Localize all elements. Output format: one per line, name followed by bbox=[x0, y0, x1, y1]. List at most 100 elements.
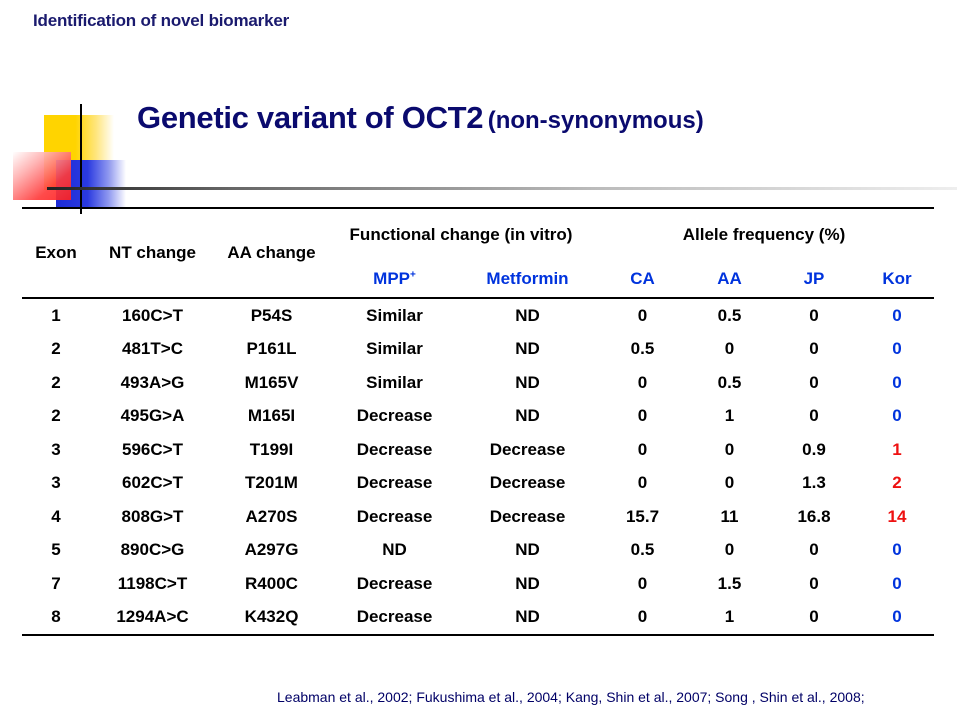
cell-ca: 15.7 bbox=[625, 506, 660, 526]
cell-mpp: Decrease bbox=[356, 406, 433, 426]
variant-table: Exon NT change AA change Functional chan… bbox=[22, 207, 934, 636]
cell-aa: 0 bbox=[724, 439, 735, 459]
cell-metformin: Decrease bbox=[489, 506, 566, 526]
cell-jp: 16.8 bbox=[797, 506, 831, 526]
cell-kor: 0 bbox=[892, 372, 902, 392]
cell-nt-change: 808G>T bbox=[121, 506, 184, 526]
header-functional-change: Functional change (in vitro) bbox=[349, 225, 573, 244]
cell-aa: 1.5 bbox=[717, 573, 742, 593]
cell-aa-change: T199I bbox=[249, 439, 294, 459]
cell-aa: 0 bbox=[724, 540, 735, 560]
cell-kor: 0 bbox=[892, 540, 902, 560]
table-row: 4 808G>T A270S Decrease Decrease 15.7 11 16.8 14 bbox=[22, 500, 934, 534]
cell-mpp: Similar bbox=[366, 339, 423, 359]
cell-kor: 1 bbox=[892, 439, 902, 459]
header-mpp: MPP+ bbox=[328, 261, 461, 298]
cell-aa-change: A270S bbox=[245, 506, 298, 526]
cell-nt-change: 1294A>C bbox=[116, 607, 189, 627]
cell-aa-change: P54S bbox=[250, 305, 293, 325]
header-aa-change: AA change bbox=[227, 243, 316, 262]
cell-exon: 7 bbox=[51, 573, 61, 593]
cell-ca: 0 bbox=[637, 573, 648, 593]
header-mpp-superscript: + bbox=[410, 269, 416, 281]
cell-jp: 0 bbox=[809, 406, 819, 426]
cell-ca: 0 bbox=[637, 439, 648, 459]
cell-metformin: ND bbox=[515, 607, 540, 627]
cell-exon: 3 bbox=[51, 439, 61, 459]
cell-metformin: Decrease bbox=[489, 439, 566, 459]
cell-ca: 0 bbox=[637, 607, 648, 627]
cell-jp: 0 bbox=[809, 607, 819, 627]
cell-nt-change: 1198C>T bbox=[117, 573, 188, 593]
cell-mpp: Decrease bbox=[356, 573, 433, 593]
table-row: 2 481T>C P161L Similar ND 0.5 0 0 0 bbox=[22, 333, 934, 367]
cell-ca: 0.5 bbox=[630, 540, 655, 560]
header-nt-change: NT change bbox=[109, 243, 196, 262]
table-row: 7 1198C>T R400C Decrease ND 0 1.5 0 0 bbox=[22, 567, 934, 601]
decorative-vertical-line bbox=[80, 104, 82, 214]
cell-jp: 0 bbox=[809, 339, 819, 359]
cell-exon: 8 bbox=[51, 607, 61, 627]
cell-aa-change: T201M bbox=[245, 473, 298, 493]
cell-exon: 2 bbox=[51, 372, 61, 392]
cell-aa: 1 bbox=[724, 607, 735, 627]
cell-kor: 14 bbox=[887, 506, 907, 526]
cell-kor: 2 bbox=[892, 473, 902, 493]
cell-metformin: ND bbox=[515, 573, 540, 593]
cell-exon: 3 bbox=[51, 473, 61, 493]
table-row: 3 602C>T T201M Decrease Decrease 0 0 1.3 2 bbox=[22, 467, 934, 501]
cell-kor: 0 bbox=[892, 339, 902, 359]
cell-nt-change: 596C>T bbox=[122, 439, 183, 459]
cell-jp: 1.3 bbox=[802, 473, 826, 493]
cell-kor: 0 bbox=[892, 607, 902, 627]
cell-metformin: Decrease bbox=[489, 473, 566, 493]
cell-kor: 0 bbox=[892, 406, 902, 426]
table-row: 2 495G>A M165I Decrease ND 0 1 0 0 bbox=[22, 400, 934, 434]
cell-mpp: ND bbox=[382, 540, 407, 560]
cell-kor: 0 bbox=[892, 573, 902, 593]
cell-ca: 0 bbox=[637, 473, 648, 493]
slide-title-sub: (non-synonymous) bbox=[487, 107, 704, 134]
cell-nt-change: 602C>T bbox=[122, 473, 183, 493]
cell-aa-change: K432Q bbox=[244, 607, 299, 627]
cell-mpp: Decrease bbox=[356, 473, 433, 493]
cell-ca: 0.5 bbox=[630, 339, 655, 359]
cell-nt-change: 481T>C bbox=[122, 339, 183, 359]
cell-exon: 2 bbox=[51, 406, 61, 426]
cell-kor: 0 bbox=[892, 305, 902, 325]
header-aa: AA bbox=[717, 269, 742, 288]
header-kor: Kor bbox=[882, 269, 912, 288]
cell-metformin: ND bbox=[515, 305, 540, 325]
cell-aa-change: P161L bbox=[246, 339, 297, 359]
citation: Leabman et al., 2002; Fukushima et al., … bbox=[277, 689, 865, 705]
cell-mpp: Decrease bbox=[356, 607, 433, 627]
cell-exon: 1 bbox=[51, 305, 61, 325]
cell-aa: 0 bbox=[724, 473, 735, 493]
cell-jp: 0.9 bbox=[802, 439, 826, 459]
cell-metformin: ND bbox=[515, 540, 540, 560]
table-row: 2 493A>G M165V Similar ND 0 0.5 0 0 bbox=[22, 366, 934, 400]
cell-exon: 2 bbox=[51, 339, 61, 359]
title-underline bbox=[47, 187, 957, 190]
cell-aa: 1 bbox=[724, 406, 735, 426]
cell-aa: 0.5 bbox=[717, 372, 742, 392]
cell-metformin: ND bbox=[515, 339, 540, 359]
cell-mpp: Similar bbox=[366, 305, 423, 325]
cell-aa-change: M165I bbox=[247, 406, 296, 426]
cell-ca: 0 bbox=[637, 305, 648, 325]
cell-nt-change: 495G>A bbox=[120, 406, 185, 426]
cell-exon: 4 bbox=[51, 506, 61, 526]
table-row: 1 160C>T P54S Similar ND 0 0.5 0 0 bbox=[22, 298, 934, 333]
cell-aa-change: R400C bbox=[245, 573, 298, 593]
cell-jp: 0 bbox=[809, 305, 819, 325]
cell-ca: 0 bbox=[637, 406, 648, 426]
slide-title-main: Genetic variant of OCT2 bbox=[137, 100, 484, 135]
cell-aa-change: A297G bbox=[244, 540, 299, 560]
header-ca: CA bbox=[630, 269, 655, 288]
cell-mpp: Decrease bbox=[356, 439, 433, 459]
cell-mpp: Decrease bbox=[356, 506, 433, 526]
decorative-red-square bbox=[13, 152, 71, 200]
cell-jp: 0 bbox=[809, 573, 819, 593]
cell-nt-change: 890C>G bbox=[120, 540, 185, 560]
cell-metformin: ND bbox=[515, 372, 540, 392]
